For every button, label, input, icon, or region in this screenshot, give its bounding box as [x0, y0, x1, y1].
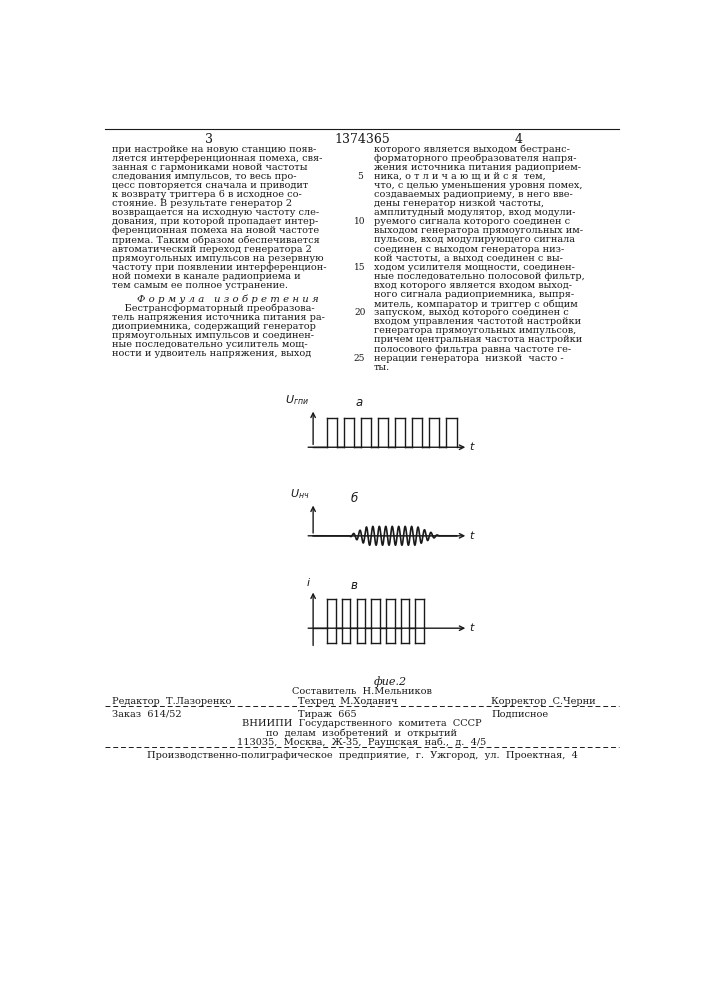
Text: Тираж  665: Тираж 665 — [298, 710, 356, 719]
Text: ные последовательно усилитель мощ-: ные последовательно усилитель мощ- — [112, 340, 308, 349]
Text: ника, о т л и ч а ю щ и й с я  тем,: ника, о т л и ч а ю щ и й с я тем, — [373, 172, 545, 181]
Text: Составитель  Н.Мельников: Составитель Н.Мельников — [292, 687, 432, 696]
Text: Подписное: Подписное — [491, 710, 549, 719]
Text: дования, при которой пропадает интер-: дования, при которой пропадает интер- — [112, 217, 318, 226]
Text: Производственно-полиграфическое  предприятие,  г.  Ужгород,  ул.  Проектная,  4: Производственно-полиграфическое предприя… — [146, 751, 578, 760]
Text: причем центральная частота настройки: причем центральная частота настройки — [373, 335, 582, 344]
Text: выходом генератора прямоугольных им-: выходом генератора прямоугольных им- — [373, 226, 583, 235]
Text: i: i — [306, 578, 309, 588]
Text: тем самым ее полное устранение.: тем самым ее полное устранение. — [112, 281, 288, 290]
Text: 4: 4 — [515, 133, 522, 146]
Text: ного сигнала радиоприемника, выпря-: ного сигнала радиоприемника, выпря- — [373, 290, 573, 299]
Text: t: t — [469, 623, 474, 633]
Text: к возврату триггера 6 в исходное со-: к возврату триггера 6 в исходное со- — [112, 190, 301, 199]
Text: Редактор  Т.Лазоренко: Редактор Т.Лазоренко — [112, 697, 231, 706]
Text: ности и удвоитель напряжения, выход: ности и удвоитель напряжения, выход — [112, 349, 311, 358]
Text: приема. Таким образом обеспечивается: приема. Таким образом обеспечивается — [112, 235, 320, 245]
Text: t: t — [469, 442, 474, 452]
Text: следования импульсов, то весь про-: следования импульсов, то весь про- — [112, 172, 296, 181]
Text: б: б — [351, 492, 358, 505]
Text: тель напряжения источника питания ра-: тель напряжения источника питания ра- — [112, 313, 325, 322]
Text: занная с гармониками новой частоты: занная с гармониками новой частоты — [112, 163, 307, 172]
Text: полосового фильтра равна частоте ге-: полосового фильтра равна частоте ге- — [373, 345, 571, 354]
Text: фие.2: фие.2 — [374, 676, 407, 687]
Text: Техред  М.Ходанич: Техред М.Ходанич — [298, 697, 397, 706]
Text: 5: 5 — [357, 172, 363, 181]
Text: 3: 3 — [204, 133, 213, 146]
Text: кой частоты, а выход соединен с вы-: кой частоты, а выход соединен с вы- — [373, 254, 563, 263]
Text: прямоугольных импульсов на резервную: прямоугольных импульсов на резервную — [112, 254, 323, 263]
Text: вход которого является входом выход-: вход которого является входом выход- — [373, 281, 571, 290]
Text: 113035,  Москва,  Ж-35,  Раушская  наб.,  д.  4/5: 113035, Москва, Ж-35, Раушская наб., д. … — [238, 738, 486, 747]
Text: ходом усилителя мощности, соединен-: ходом усилителя мощности, соединен- — [373, 263, 575, 272]
Text: возвращается на исходную частоту сле-: возвращается на исходную частоту сле- — [112, 208, 319, 217]
Text: Заказ  614/52: Заказ 614/52 — [112, 710, 181, 719]
Text: что, с целью уменьшения уровня помех,: что, с целью уменьшения уровня помех, — [373, 181, 582, 190]
Text: Бестрансформаторный преобразова-: Бестрансформаторный преобразова- — [112, 304, 314, 313]
Text: нерации генератора  низкой  часто -: нерации генератора низкой часто - — [373, 354, 563, 363]
Text: 15: 15 — [354, 263, 366, 272]
Text: $U_{гпи}$: $U_{гпи}$ — [285, 393, 309, 407]
Text: 10: 10 — [354, 217, 366, 226]
Text: t: t — [469, 531, 474, 541]
Text: Корректор  С.Черни: Корректор С.Черни — [491, 697, 596, 706]
Text: ляется интерференционная помеха, свя-: ляется интерференционная помеха, свя- — [112, 154, 322, 163]
Text: по  делам  изобретений  и  открытий: по делам изобретений и открытий — [267, 728, 457, 738]
Text: диоприемника, содержащий генератор: диоприемника, содержащий генератор — [112, 322, 315, 331]
Text: создаваемых радиоприему, в него вве-: создаваемых радиоприему, в него вве- — [373, 190, 573, 199]
Text: ной помехи в канале радиоприема и: ной помехи в канале радиоприема и — [112, 272, 300, 281]
Text: соединен с выходом генератора низ-: соединен с выходом генератора низ- — [373, 245, 563, 254]
Text: цесс повторяется сначала и приводит: цесс повторяется сначала и приводит — [112, 181, 308, 190]
Text: пульсов, вход модулирующего сигнала: пульсов, вход модулирующего сигнала — [373, 235, 575, 244]
Text: генератора прямоугольных импульсов,: генератора прямоугольных импульсов, — [373, 326, 575, 335]
Text: 25: 25 — [354, 354, 366, 363]
Text: стояние. В результате генератор 2: стояние. В результате генератор 2 — [112, 199, 292, 208]
Text: в: в — [351, 579, 357, 592]
Text: при настройке на новую станцию появ-: при настройке на новую станцию появ- — [112, 145, 316, 154]
Text: которого является выходом бестранс-: которого является выходом бестранс- — [373, 145, 569, 154]
Text: а: а — [356, 396, 363, 409]
Text: Ф о р м у л а   и з о б р е т е н и я: Ф о р м у л а и з о б р е т е н и я — [137, 295, 319, 304]
Text: частоту при появлении интерференцион-: частоту при появлении интерференцион- — [112, 263, 326, 272]
Text: ВНИИПИ  Государственного  комитета  СССР: ВНИИПИ Государственного комитета СССР — [242, 719, 481, 728]
Text: 20: 20 — [354, 308, 366, 317]
Text: митель, компаратор и триггер с общим: митель, компаратор и триггер с общим — [373, 299, 578, 309]
Text: руемого сигнала которого соединен с: руемого сигнала которого соединен с — [373, 217, 570, 226]
Text: автоматический переход генератора 2: автоматический переход генератора 2 — [112, 245, 312, 254]
Text: $U_{нч}$: $U_{нч}$ — [290, 487, 309, 501]
Text: прямоугольных импульсов и соединен-: прямоугольных импульсов и соединен- — [112, 331, 314, 340]
Text: жения источника питания радиоприем-: жения источника питания радиоприем- — [373, 163, 580, 172]
Text: запуском, выход которого соединен с: запуском, выход которого соединен с — [373, 308, 568, 317]
Text: ференционная помеха на новой частоте: ференционная помеха на новой частоте — [112, 226, 319, 235]
Text: 1374365: 1374365 — [334, 133, 390, 146]
Text: дены генератор низкой частоты,: дены генератор низкой частоты, — [373, 199, 544, 208]
Text: форматорного преобразователя напря-: форматорного преобразователя напря- — [373, 154, 576, 163]
Text: ные последовательно полосовой фильтр,: ные последовательно полосовой фильтр, — [373, 272, 584, 281]
Text: амплитудный модулятор, вход модули-: амплитудный модулятор, вход модули- — [373, 208, 575, 217]
Text: ты.: ты. — [373, 363, 390, 372]
Text: входом управления частотой настройки: входом управления частотой настройки — [373, 317, 580, 326]
